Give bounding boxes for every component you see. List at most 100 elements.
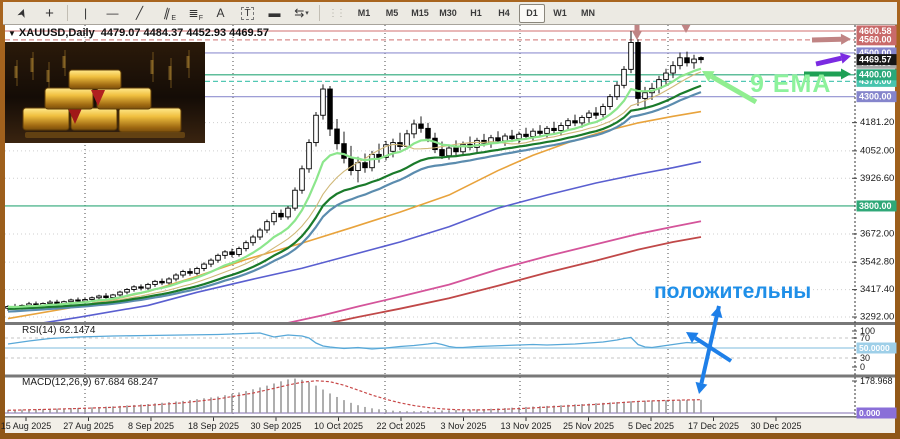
macd-zero-badge: 0.000: [859, 408, 881, 418]
price-axis[interactable]: 4181.20 4052.00 3926.60 3672.00 3542.80 3417.…: [852, 25, 897, 323]
price-badge-label: 3800.00: [859, 201, 892, 211]
equidistant-channel-icon[interactable]: ∥ E: [161, 5, 176, 22]
text-icon[interactable]: A: [216, 6, 225, 20]
price-right-arrow: [815, 52, 851, 67]
date-tick-label: 27 Aug 2025: [63, 421, 114, 431]
date-tick-label: 18 Sep 2025: [188, 421, 239, 431]
price-tick-label: 4052.00: [860, 145, 894, 156]
date-tick-label: 22 Oct 2025: [376, 421, 425, 431]
date-tick-label: 15 Aug 2025: [1, 421, 52, 431]
date-axis-strip[interactable]: [5, 417, 895, 434]
price-badge-label: 4500.00: [859, 48, 892, 58]
price-badge-label: 4469.57: [859, 54, 892, 64]
vertical-line-icon[interactable]: |: [83, 6, 88, 20]
timeframe-m30-button[interactable]: M30: [439, 8, 457, 18]
price-badge: [856, 75, 897, 87]
ma-line-ema-9: [7, 67, 702, 309]
drawing-tools: ➤ + | — ╱ ∥ E ≣ F A T ▬ ⇆ ▾ ⋮⋮: [9, 3, 348, 23]
price-badge-label: 4560.00: [859, 35, 892, 45]
rsi-tick-label: 100: [860, 326, 875, 336]
indicator-arrow-b: [686, 332, 733, 363]
fibonacci-icon[interactable]: ≣ F: [188, 6, 203, 22]
date-tick-label: 5 Dec 2025: [628, 421, 674, 431]
rsi-tick-label: 0: [860, 362, 865, 372]
timeframe-d1-button[interactable]: D1: [519, 3, 545, 23]
timeframe-m1-button[interactable]: M1: [357, 8, 371, 18]
price-badge-label: 4370.00: [859, 76, 892, 86]
grid: [5, 25, 855, 418]
macd-date-separator: [5, 416, 895, 418]
resistance-right-arrow: [811, 33, 851, 45]
rsi-tick-label: 70: [860, 333, 870, 343]
ma-line-ema-21: [7, 84, 702, 310]
timeframe-w1-button[interactable]: W1: [553, 8, 567, 18]
ma-magenta: [287, 220, 702, 322]
ema-annotation-text: 9 EMA: [750, 70, 832, 98]
price-tick-label: 4181.20: [860, 117, 894, 128]
text-label-icon[interactable]: T: [235, 3, 260, 23]
crosshair-icon[interactable]: +: [45, 4, 54, 22]
date-tick-label: 10 Oct 2025: [314, 421, 363, 431]
ma-royalblue: [43, 161, 702, 322]
ohlc-values: 4479.07 4484.37 4452.93 4469.57: [100, 27, 269, 39]
price-badge: [856, 91, 897, 103]
macd-signal-line: [7, 380, 702, 411]
timeframe-mn-button[interactable]: MN: [581, 8, 595, 18]
timeframe-h4-button[interactable]: H4: [498, 8, 510, 18]
price-tick-label: 3292.00: [860, 312, 894, 323]
price-badge: [856, 47, 897, 59]
timeframe-m15-button[interactable]: M15: [411, 8, 429, 18]
ema-pointer-arrow: [702, 71, 758, 105]
rsi-line: [7, 332, 702, 350]
macd-axis[interactable]: 178.968 0.000: [852, 376, 897, 419]
rsi-tick-label: 30: [860, 353, 870, 363]
symbol-name: XAUUSD,Daily: [18, 27, 95, 39]
shapes-icon[interactable]: ▬: [268, 6, 281, 20]
price-badge-label: 4400.00: [859, 70, 892, 80]
price-badge: [856, 34, 897, 46]
price-tick-label: 3672.00: [860, 228, 894, 239]
timeframe-switcher: M1 M5 M15 M30 H1 H4 D1 W1 MN: [350, 3, 602, 23]
price-badge: [856, 69, 897, 81]
rsi-level-badge: 50.0000: [859, 343, 890, 353]
ma-line-ema-26: [7, 91, 702, 313]
pointer-icon[interactable]: ➤: [14, 5, 31, 21]
macd-max-label: 178.968: [860, 376, 893, 386]
price-tick-label: 3417.40: [860, 284, 894, 295]
gold-bars-image: [5, 42, 205, 143]
symbol-info-line: ▼ XAUUSD,Daily 4479.07 4484.37 4452.93 446…: [8, 27, 269, 39]
date-tick-label: 25 Nov 2025: [563, 421, 614, 431]
price-tick-label: 3542.80: [860, 257, 894, 268]
main-rsi-separator[interactable]: [5, 322, 895, 325]
timeframe-h1-button[interactable]: H1: [470, 8, 482, 18]
date-tick-label: 30 Dec 2025: [750, 421, 801, 431]
rsi-macd-separator[interactable]: [5, 374, 895, 378]
arrows-icon[interactable]: ⇆ ▾: [294, 6, 309, 20]
candlestick-series: [5, 30, 704, 311]
collapse-caret-icon[interactable]: ▼: [8, 29, 16, 38]
date-tick-label: 17 Dec 2025: [688, 421, 739, 431]
indicator-arrow-a: [695, 305, 723, 394]
toolbar-separator: [319, 5, 320, 21]
macd-panel: [5, 378, 855, 414]
trendline-icon[interactable]: ╱: [135, 6, 144, 20]
price-badge: [856, 54, 897, 66]
price-badge-label: 4300.00: [859, 92, 892, 102]
price-badge: [856, 25, 897, 37]
macd-indicator-label: MACD(12,26,9) 67.684 68.247: [22, 377, 159, 388]
price-badge: [856, 200, 897, 212]
horizontal-line-icon[interactable]: —: [106, 6, 119, 20]
rsi-indicator-label: RSI(14) 62.1474: [22, 325, 96, 336]
date-tick-label: 8 Sep 2025: [128, 421, 174, 431]
toolbar-separator: [67, 5, 68, 21]
ma-line-sma-13: [91, 71, 702, 304]
peak-down-arrow-1: [632, 25, 642, 40]
timeframe-m5-button[interactable]: M5: [385, 8, 399, 18]
toolbar: ➤ + | — ╱ ∥ E ≣ F A T ▬ ⇆ ▾ ⋮⋮ M1 M5 M15 M30 H1 H4 D1 W1 MN: [3, 2, 897, 25]
positive-annotation-text: положительны: [654, 280, 812, 303]
support-right-arrow: [804, 68, 851, 80]
price-badge-label: 4600.58: [859, 26, 892, 36]
date-axis[interactable]: 15 Aug 2025 27 Aug 2025 8 Sep 2025 18 Sep 2…: [1, 417, 802, 431]
